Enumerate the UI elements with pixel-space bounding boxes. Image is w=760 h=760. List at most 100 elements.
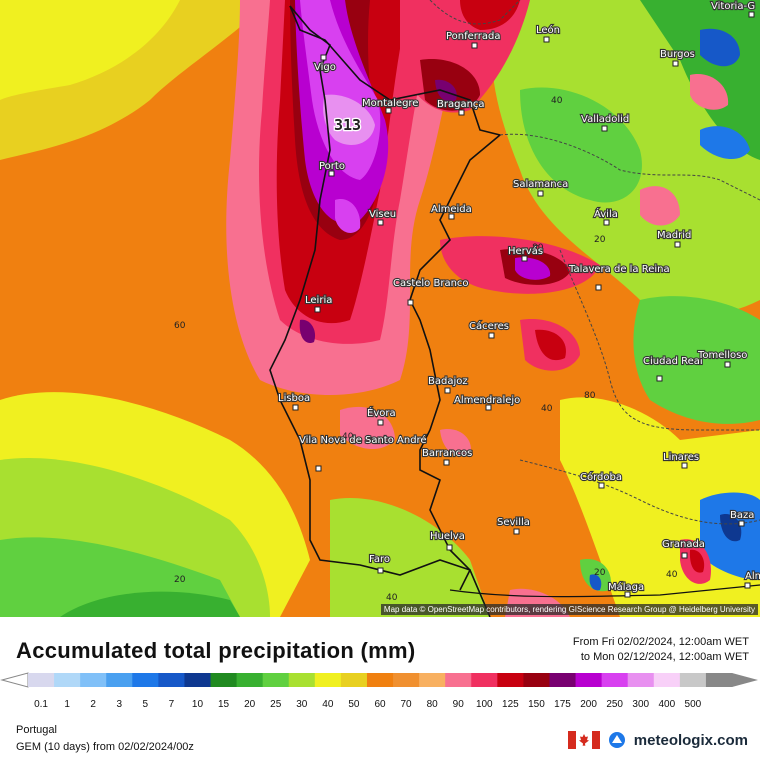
city-avila: Ávila [593, 206, 619, 226]
svg-text:Hervás: Hervás [508, 245, 543, 257]
contour-label: 20 [594, 235, 606, 245]
city-salamanca: Salamanca [512, 178, 569, 197]
max-value-label: 313 [334, 116, 361, 134]
svg-text:Viseu: Viseu [369, 209, 396, 220]
contour-label: 80 [532, 243, 544, 253]
svg-text:Tomelloso: Tomelloso [697, 350, 747, 361]
legend-swatch [523, 673, 550, 687]
legend-tick-label: 50 [348, 699, 360, 710]
contour-label: 40 [386, 593, 398, 603]
legend-tick-label: 0.1 [34, 699, 48, 710]
svg-text:Vitoria-G: Vitoria-G [711, 1, 755, 12]
city-castelo-branco: Castelo Branco [392, 277, 470, 306]
city-madrid: Madrid [656, 229, 692, 248]
canada-flag-icon [567, 731, 600, 749]
legend-tick-label: 200 [580, 699, 597, 710]
legend-tick-label: 7 [169, 699, 175, 710]
legend-swatch [106, 673, 133, 687]
legend-swatch [627, 673, 655, 687]
legend-tick-label: 80 [427, 699, 439, 710]
city-vitoria: Vitoria-G [710, 0, 756, 18]
precipitation-map[interactable]: 60 40 40 40 40 80 20 20 20 40 80 313 Vig… [0, 0, 760, 617]
map-attribution: Map data © OpenStreetMap contributors, r… [380, 604, 758, 615]
legend-tick-label: 300 [632, 699, 649, 710]
svg-text:Ponferrada: Ponferrada [446, 31, 500, 42]
legend-arrow-low [0, 672, 29, 688]
city-baza: Baza [729, 509, 755, 527]
city-burgos: Burgos [659, 48, 696, 67]
legend-swatch [288, 673, 316, 687]
svg-text:Bragança: Bragança [437, 99, 485, 110]
legend-swatch [705, 673, 733, 687]
contour-label: 40 [342, 432, 354, 442]
svg-text:Cáceres: Cáceres [469, 320, 509, 332]
city-viseu: Viseu [368, 208, 397, 226]
city-almeida: Almeida [430, 203, 473, 220]
city-valladolid: Valladolid [580, 113, 630, 132]
svg-text:Ciudad Real: Ciudad Real [643, 356, 703, 367]
legend-swatch [679, 673, 707, 687]
city-leon: León [535, 23, 561, 43]
model-run-label: GEM (10 days) from 02/02/2024/00z [16, 741, 194, 753]
legend-swatch [575, 673, 603, 687]
legend-tick-label: 90 [453, 699, 465, 710]
city-badajoz: Badajoz [427, 375, 469, 394]
svg-text:Málaga: Málaga [608, 581, 644, 593]
legend-swatch [132, 673, 159, 687]
legend-tick-label: 500 [685, 699, 702, 710]
legend-tick-label: 20 [244, 699, 256, 710]
svg-text:Huelva: Huelva [430, 531, 465, 542]
legend-swatch [210, 673, 238, 687]
city-braganca: Bragança [436, 98, 486, 116]
legend-tick-label: 400 [658, 699, 675, 710]
legend-swatch [366, 673, 394, 687]
legend-swatch [54, 673, 81, 687]
svg-text:León: León [536, 24, 560, 36]
legend-swatch [158, 673, 185, 687]
city-malaga: Málaga [607, 580, 645, 598]
legend-tick-label: 70 [401, 699, 413, 710]
brand-block[interactable]: meteologix.com [567, 731, 748, 749]
legend-swatch [601, 673, 629, 687]
svg-text:Faro: Faro [369, 554, 390, 565]
legend-tick-label: 10 [192, 699, 204, 710]
time-period: From Fri 02/02/2024, 12:00am WET to Mon … [573, 635, 749, 665]
svg-text:Baza: Baza [730, 510, 754, 521]
legend-tick-label: 150 [528, 699, 545, 710]
legend-tick-label: 15 [218, 699, 230, 710]
legend-tick-label: 175 [554, 699, 571, 710]
city-sevilla: Sevilla [496, 516, 531, 535]
svg-text:Almendralejo: Almendralejo [454, 395, 520, 406]
svg-text:Burgos: Burgos [660, 49, 695, 60]
svg-text:Porto: Porto [319, 161, 345, 172]
city-markers: Vigo Montalegre Bragança Porto Viseu Alm… [277, 0, 760, 598]
city-talavera: Talavera de la Reina [567, 263, 671, 291]
legend-tick-label: 250 [606, 699, 623, 710]
legend-swatch [314, 673, 342, 687]
city-granada: Granada [661, 538, 706, 559]
legend-tick-label: 40 [322, 699, 334, 710]
region-label: Portugal [16, 724, 57, 736]
legend-swatch [184, 673, 212, 687]
legend-tick-label: 30 [296, 699, 308, 710]
city-huelva: Huelva [429, 530, 466, 551]
city-hervas: Hervás [507, 244, 544, 262]
legend-swatch [445, 673, 472, 687]
city-almeria: Alm [744, 570, 760, 589]
contour-label: 60 [174, 321, 186, 331]
legend-tick-label: 100 [476, 699, 493, 710]
legend-tick-label: 5 [143, 699, 149, 710]
city-barrancos: Barrancos [421, 447, 473, 466]
svg-text:Leiria: Leiria [305, 295, 332, 306]
legend-tick-label: 60 [374, 699, 386, 710]
meteologix-logo-icon [608, 732, 625, 748]
svg-text:Alm: Alm [745, 571, 760, 582]
city-almendralejo: Almendralejo [453, 394, 521, 411]
contour-label: 80 [584, 391, 596, 401]
legend-swatch [28, 673, 55, 687]
legend-swatch [549, 673, 577, 687]
legend-swatch [393, 673, 420, 687]
svg-text:Sevilla: Sevilla [497, 517, 530, 528]
legend-swatch [497, 673, 524, 687]
svg-text:Badajoz: Badajoz [428, 376, 468, 387]
